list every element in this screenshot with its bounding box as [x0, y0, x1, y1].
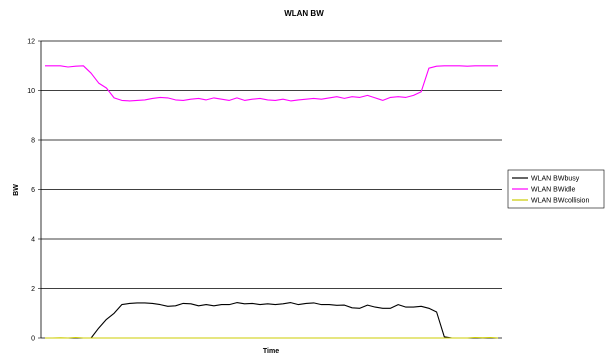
- series-lines: [45, 65, 499, 339]
- x-axis-label: Time: [263, 348, 279, 355]
- y-tick-label: 12: [27, 39, 35, 46]
- chart-title: WLAN BW: [284, 9, 324, 18]
- series-line-2: [45, 336, 499, 339]
- y-tick-label: 10: [27, 88, 35, 95]
- series-line-1: [45, 65, 498, 102]
- legend-label: WLAN BWbusy: [531, 176, 580, 183]
- legend: WLAN BWbusy WLAN BWidle WLAN BWcollision: [507, 169, 605, 209]
- gridlines: [41, 40, 502, 289]
- legend-label: WLAN BWidle: [531, 187, 575, 194]
- y-axis-label: BW: [13, 184, 20, 196]
- y-tick-label: 2: [31, 286, 35, 293]
- y-tick-label: 4: [31, 237, 35, 244]
- y-tick-label: 6: [31, 187, 35, 194]
- y-tick-label: 8: [31, 138, 35, 145]
- y-axis: 0 2 4 6 8 10 12: [27, 39, 42, 343]
- series-line-0: [45, 302, 498, 339]
- legend-label: WLAN BWcollision: [531, 198, 589, 205]
- y-tick-label: 0: [31, 336, 35, 343]
